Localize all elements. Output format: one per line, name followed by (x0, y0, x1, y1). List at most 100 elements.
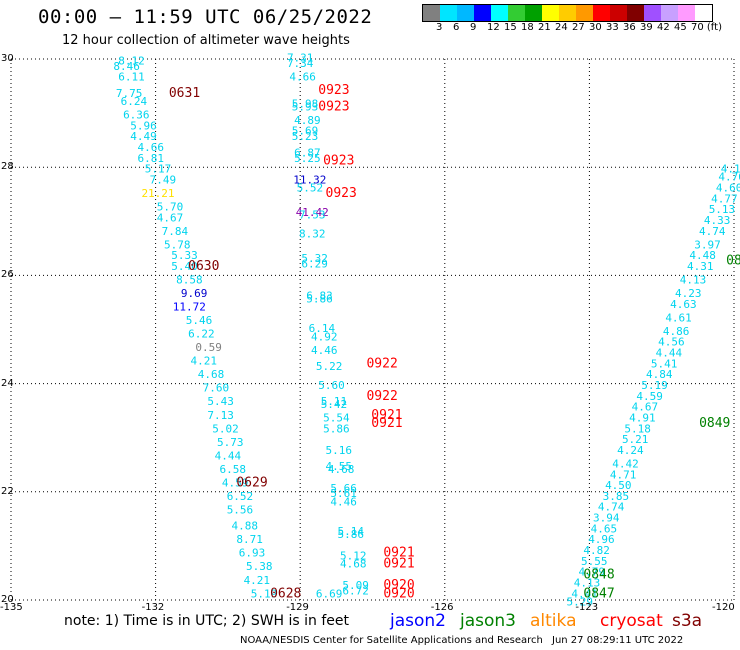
color-scale-label: 15 (504, 22, 517, 33)
track-time-label: 0630 (188, 259, 219, 274)
wave-height-label: 5.09 (342, 579, 369, 592)
wave-height-label: 4.76 (718, 171, 740, 184)
x-tick-label: -126 (430, 602, 454, 613)
wave-height-label: 5.98 (292, 98, 319, 111)
wave-height-label: 6.22 (188, 328, 215, 341)
color-swatch (440, 5, 457, 21)
wave-height-label: 4.41 (571, 587, 598, 600)
track-time-label: 0848 (583, 567, 614, 582)
wave-height-label: 4.59 (222, 476, 249, 489)
wave-height-label: 4.65 (591, 522, 618, 535)
track-time-label: 0923 (318, 99, 349, 114)
wave-height-label: 4.88 (232, 520, 259, 533)
wave-height-label: 5.40 (171, 260, 198, 273)
wave-height-label: 6.81 (138, 152, 165, 165)
track-time-labels: 0631 092309230923092306300922092209210921… (169, 83, 740, 601)
wave-height-label: 4.96 (588, 533, 615, 546)
wave-height-label: 5.93 (292, 100, 319, 113)
track-time-label: 0922 (366, 389, 397, 404)
wave-height-label: 6.36 (123, 109, 150, 122)
track-time-label: 0921 (371, 416, 402, 431)
wave-height-label: 5.54 (323, 411, 350, 424)
wave-height-label: 3.94 (593, 512, 620, 525)
legend-item-altika: altika (530, 611, 577, 631)
wave-height-label: 5.42 (321, 398, 348, 411)
x-tick-label: -123 (575, 602, 599, 613)
wave-height-label: 5.14 (338, 525, 365, 538)
wave-height-label: 4.56 (658, 336, 685, 349)
wave-height-label: 5.16 (326, 444, 353, 457)
wave-height-label: 4.92 (311, 330, 338, 343)
wave-height-label: 4.48 (689, 249, 716, 262)
color-scale-label: 24 (555, 22, 568, 33)
color-scale-label: 6 (453, 22, 460, 33)
wave-height-label: 6.24 (121, 95, 148, 108)
wave-height-label: 41.42 (296, 206, 329, 219)
wave-height-label: 4.60 (716, 182, 740, 195)
wave-height-label: 8.12 (118, 54, 145, 67)
wave-height-label: 4.59 (636, 390, 663, 403)
wave-height-points: 8.128.466.117.756.246.365.964.494.666.81… (113, 52, 740, 609)
wave-height-label: 4.55 (326, 460, 353, 473)
color-swatch (593, 5, 610, 21)
wave-height-label: 4.89 (294, 114, 321, 127)
wave-height-label: 5.60 (318, 379, 345, 392)
wave-height-label: 4.84 (646, 368, 673, 381)
color-scale-label: 30 (589, 22, 602, 33)
wave-height-label: 4.44 (656, 347, 683, 360)
track-time-label: 0923 (326, 186, 357, 201)
wave-height-label: 4.71 (610, 468, 637, 481)
color-swatch (423, 5, 440, 21)
x-tick-label: -132 (141, 602, 165, 613)
track-time-label: 0921 (371, 408, 402, 423)
x-tick-label: -135 (0, 602, 23, 613)
wave-height-label: 7.53 (299, 209, 326, 222)
legend-item-jason3: jason3 (460, 611, 516, 631)
color-scale-label: 27 (572, 22, 585, 33)
color-scale-label: 42 (657, 22, 670, 33)
color-scale-label: 39 (640, 22, 653, 33)
color-scale-label: 3 (436, 22, 443, 33)
wave-height-label: 4.68 (340, 558, 367, 571)
color-scale-label: 45 (674, 22, 687, 33)
track-time-label: 08 (726, 254, 740, 269)
wave-height-label: 4.46 (330, 495, 357, 508)
color-swatch (542, 5, 559, 21)
wave-height-label: 4.74 (598, 501, 625, 514)
wave-height-label: 5.96 (130, 119, 157, 132)
wave-height-label: 5.66 (330, 482, 357, 495)
wave-height-label: 5.69 (292, 125, 319, 138)
wave-height-label: 7.84 (162, 225, 189, 238)
wave-height-label: 4.50 (605, 479, 632, 492)
wave-height-label: 5.12 (340, 549, 367, 562)
wave-height-label: 3.85 (603, 490, 630, 503)
track-time-label: 0923 (318, 83, 349, 98)
color-scale-label: 9 (470, 22, 477, 33)
legend-item-jason2: jason2 (390, 611, 446, 631)
wave-height-label: 4.46 (311, 344, 338, 357)
wave-height-label: 3.97 (694, 238, 721, 251)
color-scale-label: 33 (606, 22, 619, 33)
y-tick-label: 28 (1, 161, 14, 173)
wave-height-label: 7.13 (207, 409, 234, 422)
wave-height-label: 4.23 (675, 287, 702, 300)
wave-height-label: 5.33 (171, 249, 198, 262)
color-scale-label: 36 (623, 22, 636, 33)
wave-height-label: 6.29 (301, 257, 328, 270)
wave-height-label: 4.49 (130, 130, 157, 143)
wave-height-label: 8.58 (176, 274, 203, 287)
wave-height-label: 6.72 (342, 585, 369, 598)
wave-height-label: 4.66 (289, 71, 316, 84)
wave-height-label: 5.61 (330, 487, 357, 500)
wave-height-label: 5.13 (709, 203, 736, 216)
wave-height-label: 4.63 (670, 298, 697, 311)
wave-height-label: 5.78 (164, 238, 191, 251)
y-tick-label: 30 (1, 53, 14, 64)
wave-height-label: 8.71 (236, 533, 263, 546)
color-swatch (474, 5, 491, 21)
wave-height-label: 6.58 (219, 463, 246, 476)
wave-height-label: 8.46 (113, 60, 140, 73)
wave-height-label: 7.60 (203, 382, 230, 395)
color-swatch (678, 5, 695, 21)
track-time-label: 0849 (699, 416, 730, 431)
